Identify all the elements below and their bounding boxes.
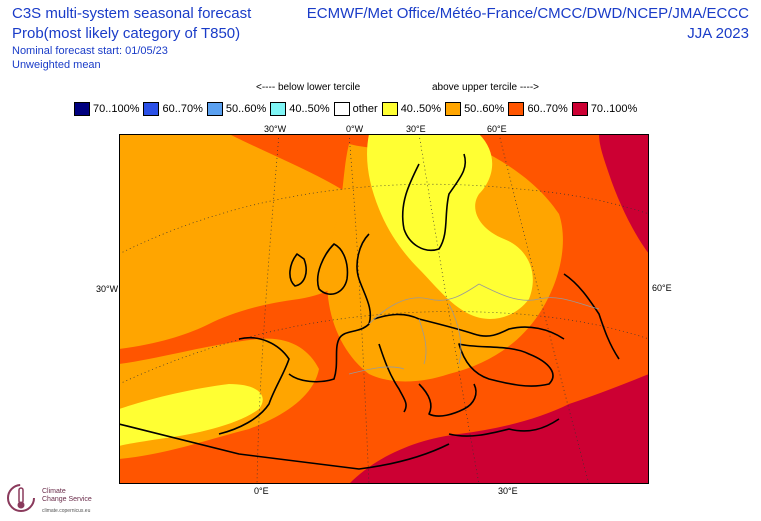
axis-bottom-30e: 30°E: [498, 486, 518, 496]
region-atlantic-orange: [119, 134, 365, 349]
legend-item: 70..100%: [74, 102, 139, 116]
logo-name-line-1: Climate: [42, 488, 66, 495]
legend: 70..100% 60..70% 50..60% 40..50% other 40..50…: [74, 100, 641, 118]
region-south-yellow: [119, 384, 263, 446]
title-block: C3S multi-system seasonal forecast Prob(…: [12, 4, 251, 72]
legend-label: 40..50%: [400, 103, 442, 115]
forecast-start: Nominal forecast start: 01/05/23: [12, 45, 168, 57]
legend-label: 50..60%: [225, 103, 267, 115]
legend-item: 60..70%: [143, 102, 203, 116]
legend-label: 50..60%: [464, 103, 505, 115]
legend-label: 60..70%: [162, 103, 203, 115]
weighting-note: Unweighted mean: [12, 59, 101, 71]
legend-swatch: [270, 102, 287, 116]
legend-swatch: [206, 102, 223, 116]
title-line-2: Prob(most likely category of T850): [12, 25, 241, 42]
legend-item: 70..100%: [571, 102, 638, 116]
climate-service-icon: [7, 484, 35, 512]
above-tercile-label: above upper tercile ---->: [432, 82, 539, 93]
legend-label: 40..50%: [289, 103, 330, 115]
copernicus-logo: Climate Change Service climate.copernicu…: [6, 478, 126, 518]
axis-left-30w: 30°W: [96, 284, 119, 294]
legend-swatch: [445, 102, 462, 116]
legend-label: 70..100%: [93, 103, 140, 115]
logo-name-line-2: Change Service: [42, 496, 92, 503]
legend-label: other: [352, 103, 378, 115]
legend-swatch: [381, 102, 398, 116]
logo-name: Climate Change Service: [42, 488, 92, 504]
legend-item: 40..50%: [381, 102, 442, 116]
title-line-1: C3S multi-system seasonal forecast: [12, 5, 252, 22]
legend-label: 70..100%: [590, 103, 638, 115]
axis-top-60e: 60°E: [487, 124, 507, 134]
coastlines: [119, 153, 620, 470]
legend-swatch: [143, 102, 160, 116]
axis-top-0w: 0°W: [346, 124, 364, 134]
probability-map: [119, 134, 649, 484]
legend-item: other: [333, 102, 378, 116]
region-south-red: [349, 374, 649, 484]
logo-url: climate.copernicus.eu: [42, 508, 91, 514]
region-east-red: [599, 134, 649, 254]
axis-right-60e: 60°E: [652, 283, 672, 293]
legend-swatch: [508, 102, 525, 116]
axis-bottom-0e: 0°E: [254, 486, 269, 496]
legend-item: 40..50%: [270, 102, 330, 116]
map-frame: [119, 134, 649, 484]
legend-item: 50..60%: [445, 102, 504, 116]
below-tercile-label: <---- below lower tercile: [256, 82, 361, 93]
axis-top-30e: 30°E: [406, 124, 426, 134]
legend-swatch: [333, 102, 350, 116]
legend-swatch: [74, 102, 90, 116]
systems-block: ECMWF/Met Office/Météo-France/CMCC/DWD/N…: [307, 4, 749, 44]
season-label: JJA 2023: [687, 25, 749, 42]
legend-swatch: [571, 102, 588, 116]
legend-item: 50..60%: [206, 102, 267, 116]
axis-top-30w: 30°W: [264, 124, 287, 134]
systems-list: ECMWF/Met Office/Météo-France/CMCC/DWD/N…: [306, 5, 749, 22]
borders: [348, 283, 600, 375]
region-yellow-north: [367, 134, 533, 319]
legend-label: 60..70%: [527, 103, 568, 115]
legend-item: 60..70%: [508, 102, 568, 116]
